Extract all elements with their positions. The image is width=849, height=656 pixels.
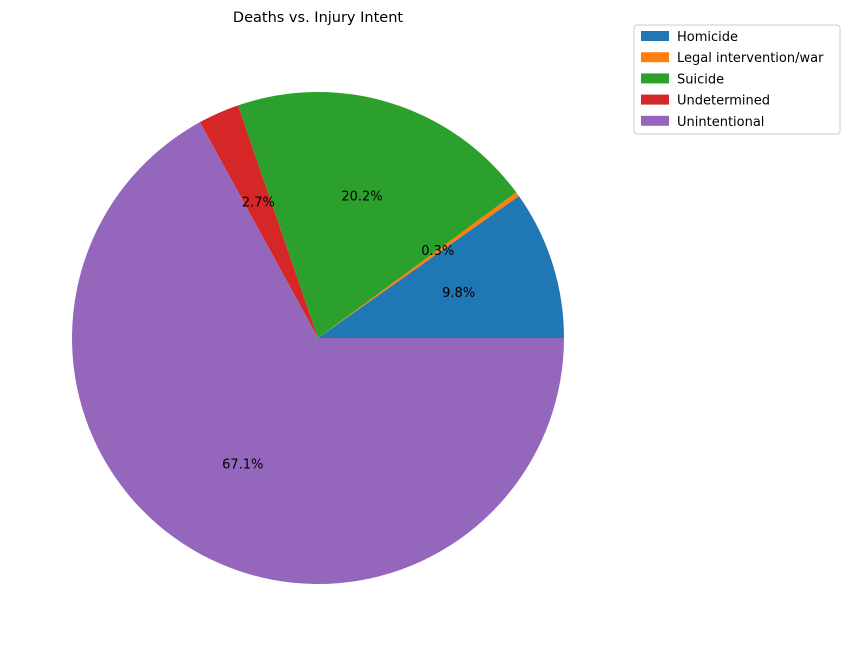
legend-swatch <box>641 52 669 63</box>
pie-slice-homicide <box>318 196 564 338</box>
pie-percent-label: 0.3% <box>421 244 454 259</box>
legend-label: Homicide <box>677 30 738 45</box>
legend-label: Legal intervention/war <box>677 51 824 66</box>
pie-percent-label: 9.8% <box>442 286 475 301</box>
pie-slice-suicide <box>238 91 517 338</box>
legend-label: Suicide <box>677 72 724 87</box>
legend-swatch <box>641 115 669 126</box>
pie-percent-label: 67.1% <box>222 457 263 472</box>
chart-legend: Homicide Legal intervention/war Suicide Und… <box>633 24 841 135</box>
pie-percent-labels: 9.8% 0.3% 20.2% 2.7% 67.1% <box>222 190 475 473</box>
legend-label: Unintentional <box>677 115 764 130</box>
legend-swatch <box>641 31 669 41</box>
chart-title: Deaths vs. Injury Intent <box>233 10 403 26</box>
pie-slice-legal-intervention-war <box>318 192 519 338</box>
pie-slice-unintentional <box>71 122 564 585</box>
pie-percent-label: 2.7% <box>242 195 275 210</box>
pie-slice-undetermined <box>199 105 318 338</box>
pie-slices <box>71 91 564 585</box>
pie-percent-label: 20.2% <box>341 190 382 205</box>
legend-swatch <box>641 94 669 105</box>
legend-swatch <box>641 73 669 84</box>
legend-label: Undetermined <box>677 94 770 109</box>
legend-frame <box>633 24 841 135</box>
